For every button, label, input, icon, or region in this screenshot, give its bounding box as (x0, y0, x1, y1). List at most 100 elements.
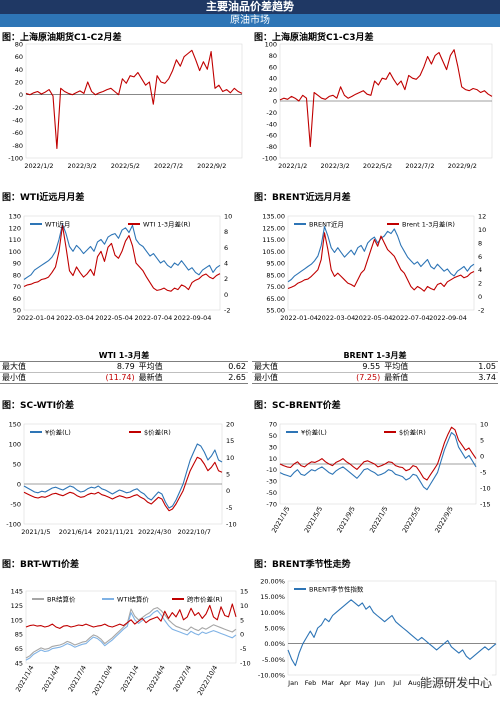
y-tick-label: 50 (13, 461, 21, 469)
y-tick-label: -60 (12, 129, 23, 137)
y-tick-label: 60 (15, 53, 23, 61)
chart-panel-c1: 图：上海原油期货C1-C2月差 80 60 40 20 0 -20 -40 -60 -80 -10… (0, 30, 250, 188)
y2-tick-label: 0 (240, 631, 244, 639)
y2-tick-label: 5 (226, 471, 230, 479)
y-tick-label: 80 (269, 52, 277, 60)
y-tick-label: 20 (269, 86, 277, 94)
series-line (287, 599, 497, 667)
legend-label: $价差(R) (144, 428, 171, 437)
stat-value: (11.74) (62, 372, 137, 384)
y-tick-label: -40 (12, 117, 23, 125)
y-tick-label: 0 (273, 98, 277, 106)
y-tick-label: -10 (266, 466, 277, 474)
chart-c4: 135.00 125.00 115.00 105.00 95.00 85.00 75.00 6… (262, 213, 486, 323)
chart-title: 图：BRENT近远月月差 (254, 193, 351, 203)
y2-tick-label: 6 (224, 244, 228, 252)
y2-tick-label: -10 (480, 485, 491, 493)
legend-label: BRENT季节性指数 (309, 585, 364, 594)
chart-panel-c2: 图：上海原油期货C1-C3月差 100 80 60 40 20 0 -20 -40 -60 -80… (252, 30, 500, 188)
y-tick-label: -50 (10, 501, 21, 509)
y2-tick-label: 4 (224, 260, 228, 268)
plot-area (25, 43, 243, 159)
stat-label: 最小值 (0, 372, 63, 384)
x-tick-label: 2022-05-04 (95, 314, 133, 322)
y-tick-label: 70 (269, 421, 277, 429)
series-line (23, 443, 223, 509)
x-tick-label: 2022-01-04 (17, 314, 55, 322)
y-tick-label: 125.00 (262, 224, 285, 232)
y-tick-label: 15.00% (260, 593, 285, 601)
chart-title: 图：上海原油期货C1-C3月差 (254, 33, 374, 43)
series-line (23, 456, 223, 512)
x-tick-label: 2021/1/5 (21, 528, 50, 536)
y2-tick-label: 15 (226, 437, 234, 445)
y-tick-label: 55.00 (266, 307, 285, 315)
stat-label: 最大值 (252, 361, 318, 373)
y-tick-label: -70 (266, 501, 277, 509)
chart-title: 图：WTI近远月月差 (2, 193, 85, 203)
legend-label: BR结算价 (47, 595, 76, 604)
legend-label: BRENT近月 (309, 220, 344, 229)
series-line (279, 432, 477, 491)
x-tick-label: 2022-07-04 (392, 314, 430, 322)
chart-c3: 130 120 110 100 90 80 70 60 50 10 8 6 4 2 0 -2 2022-01-0… (9, 213, 233, 323)
stats-title: WTI 1-3月差 (98, 351, 150, 360)
x-tick-label: 2022/5/2 (363, 162, 392, 170)
y2-tick-label: 15 (240, 588, 248, 596)
y2-tick-label: 5 (480, 437, 484, 445)
series-line (23, 223, 221, 280)
y2-tick-label: -5 (240, 645, 246, 653)
y-tick-label: 10.00% (260, 609, 285, 617)
x-tick-label: 2022/9/2 (197, 162, 226, 170)
y-tick-label: 0 (19, 91, 23, 99)
series-line (287, 226, 475, 283)
x-tick-label: Aug (408, 679, 421, 687)
x-tick-label: 2022/4/4 (145, 664, 167, 693)
plot-area (287, 580, 497, 676)
y-tick-label: 60 (13, 295, 21, 303)
series-line (287, 232, 475, 292)
watermark: 能源研发中心 (419, 674, 492, 691)
x-tick-label: Apr (340, 679, 352, 687)
y-tick-label: 125 (11, 602, 23, 610)
y-tick-label: 110 (9, 236, 21, 244)
stat-value: 9.55 (317, 361, 383, 373)
x-tick-label: 2021/5/5 (303, 505, 325, 534)
y-tick-label: 100 (9, 441, 21, 449)
y-tick-label: -60 (266, 132, 277, 140)
x-tick-label: 2022/3/2 (68, 162, 97, 170)
y-tick-label: 50 (269, 432, 277, 440)
legend-label: WTI近月 (45, 220, 70, 229)
x-tick-label: 2022/1/2 (278, 162, 307, 170)
series-line (25, 603, 237, 629)
y-tick-label: 50 (13, 307, 21, 315)
x-tick-label: 2022/9/2 (448, 162, 477, 170)
y-tick-label: 70 (13, 283, 21, 291)
stat-value: 1.05 (447, 361, 498, 373)
y-tick-label: 130 (9, 213, 21, 221)
y-tick-label: 80 (15, 41, 23, 49)
y2-tick-label: 20 (226, 421, 234, 429)
x-tick-label: 2022-07-04 (134, 314, 172, 322)
y2-tick-label: 8 (478, 239, 482, 247)
x-tick-label: 2021/1/5 (270, 505, 292, 534)
chart-title: 图：上海原油期货C1-C2月差 (2, 33, 122, 43)
y-tick-label: 100 (9, 248, 21, 256)
x-tick-label: 2022/7/2 (154, 162, 183, 170)
y-tick-label: 60 (269, 63, 277, 71)
x-tick-label: 2022/9/5 (433, 505, 455, 534)
y-tick-label: 135.00 (262, 213, 285, 221)
legend-label: Brent 1-3月差(R) (402, 220, 455, 229)
y2-tick-label: -2 (224, 307, 230, 315)
x-tick-label: 2022-09-04 (429, 314, 467, 322)
y-tick-label: 5.00% (264, 625, 285, 633)
stat-label: 平均值 (382, 361, 448, 373)
legend-label: $价差(R) (399, 428, 426, 437)
y-tick-label: 150 (9, 421, 21, 429)
x-tick-label: 2022/3/2 (321, 162, 350, 170)
x-tick-label: 2022/10/7 (178, 528, 211, 536)
x-tick-label: 2022-01-04 (280, 314, 318, 322)
plot-area (23, 423, 223, 525)
